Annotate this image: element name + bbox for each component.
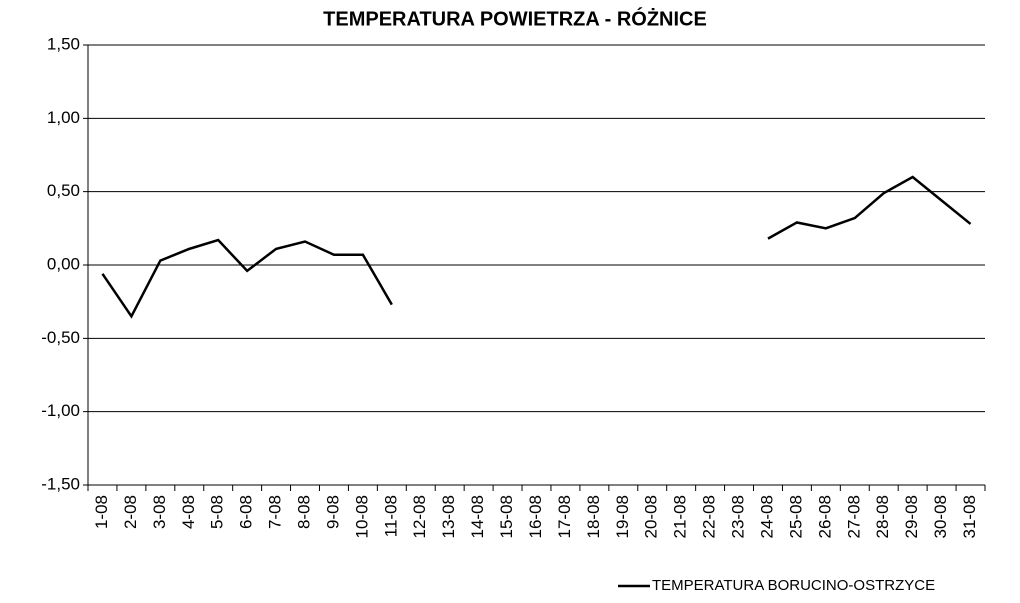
x-tick-label: 10-08 — [352, 495, 371, 538]
x-tick-label: 19-08 — [613, 495, 632, 538]
x-tick-label: 14-08 — [468, 495, 487, 538]
x-tick-label: 8-08 — [295, 495, 314, 529]
y-tick-label: -1,00 — [41, 401, 80, 420]
y-tick-label: 0,00 — [47, 254, 80, 273]
y-tick-label: 0,50 — [47, 181, 80, 200]
x-tick-label: 30-08 — [931, 495, 950, 538]
x-tick-label: 4-08 — [179, 495, 198, 529]
x-tick-label: 9-08 — [323, 495, 342, 529]
x-tick-label: 20-08 — [642, 495, 661, 538]
x-tick-label: 21-08 — [671, 495, 690, 538]
x-tick-label: 23-08 — [729, 495, 748, 538]
x-tick-label: 17-08 — [555, 495, 574, 538]
x-tick-label: 22-08 — [700, 495, 719, 538]
x-tick-label: 27-08 — [844, 495, 863, 538]
y-tick-label: -1,50 — [41, 474, 80, 493]
x-tick-label: 12-08 — [410, 495, 429, 538]
y-tick-label: 1,50 — [47, 34, 80, 53]
x-tick-label: 7-08 — [266, 495, 285, 529]
x-tick-label: 24-08 — [757, 495, 776, 538]
x-tick-label: 15-08 — [497, 495, 516, 538]
x-tick-label: 31-08 — [960, 495, 979, 538]
x-tick-label: 3-08 — [150, 495, 169, 529]
x-tick-label: 28-08 — [873, 495, 892, 538]
x-tick-label: 26-08 — [815, 495, 834, 538]
x-tick-label: 13-08 — [439, 495, 458, 538]
x-tick-label: 18-08 — [584, 495, 603, 538]
x-tick-label: 25-08 — [786, 495, 805, 538]
legend-label: TEMPERATURA BORUCINO-OSTRZYCE — [652, 577, 935, 594]
chart-title: TEMPERATURA POWIETRZA - RÓŻNICE — [323, 6, 707, 30]
y-tick-label: -0,50 — [41, 328, 80, 347]
x-tick-label: 5-08 — [208, 495, 227, 529]
x-tick-label: 16-08 — [526, 495, 545, 538]
y-tick-label: 1,00 — [47, 108, 80, 127]
x-tick-label: 29-08 — [902, 495, 921, 538]
x-tick-label: 2-08 — [121, 495, 140, 529]
x-tick-label: 1-08 — [92, 495, 111, 529]
x-tick-label: 11-08 — [381, 495, 400, 537]
data-line — [101, 175, 972, 319]
x-tick-label: 6-08 — [237, 495, 256, 529]
